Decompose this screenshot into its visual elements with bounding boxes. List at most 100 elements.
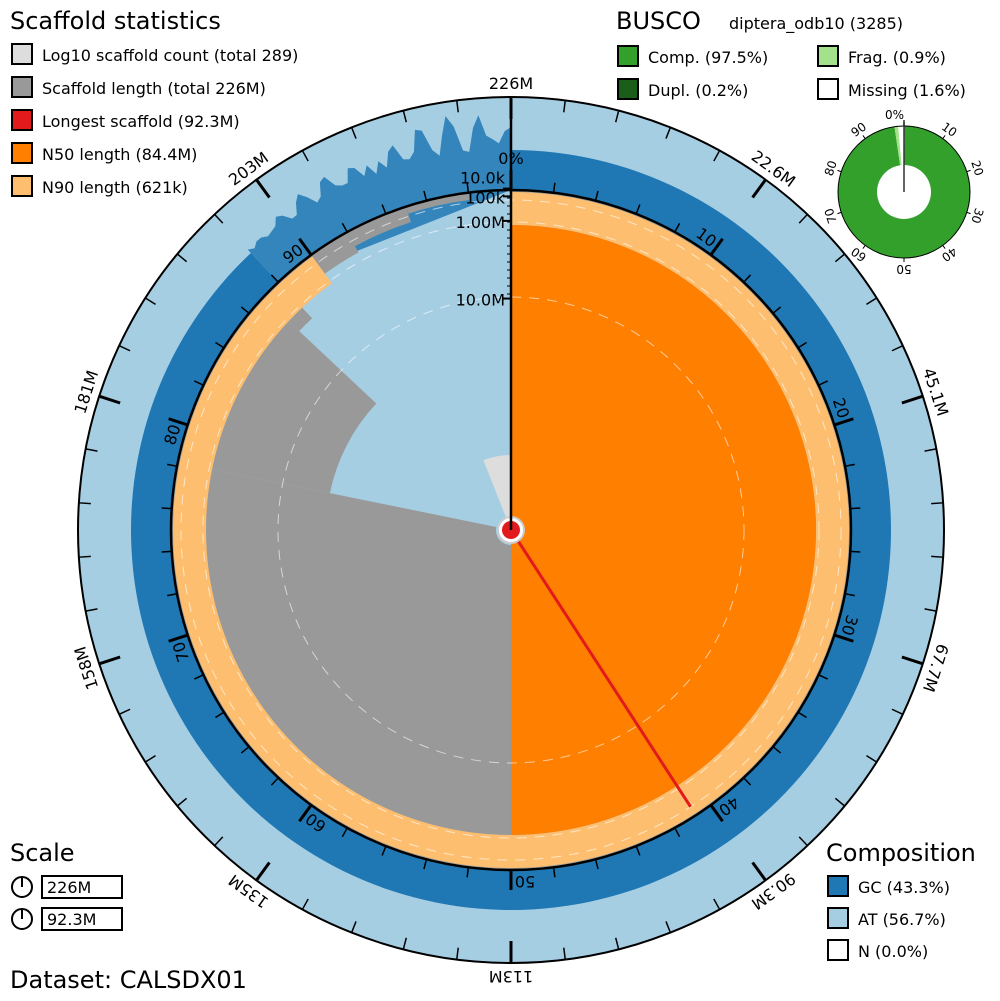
percent-tick	[466, 182, 470, 193]
percent-tick	[635, 845, 641, 856]
radial-gridline	[202, 221, 820, 839]
length-tick	[255, 178, 271, 199]
length-tick	[255, 861, 271, 882]
percent-tick	[844, 463, 855, 468]
percent-tick	[552, 867, 556, 878]
busco-legend: BUSCO diptera_odb10 (3285) Comp. (97.5%)…	[616, 7, 966, 100]
percent-tick	[594, 859, 599, 870]
busco-legend-label: Dupl. (0.2%)	[648, 81, 748, 100]
scaffold-legend-title: Scaffold statistics	[10, 7, 221, 35]
scaffold-legend-item: Log10 scaffold count (total 289)	[11, 43, 298, 65]
percent-tick	[161, 550, 172, 553]
radial-tick-label: 10.0k	[460, 168, 506, 187]
length-tick	[901, 394, 924, 405]
length-tick	[713, 898, 721, 910]
busco-tick-label: 0%	[885, 108, 904, 122]
percent-tick	[215, 341, 225, 349]
length-tick	[891, 344, 904, 352]
length-tick	[85, 448, 98, 452]
percent-tick	[674, 827, 681, 838]
scaffold-legend-label: Scaffold length (total 226M)	[42, 79, 266, 98]
percent-tick	[270, 274, 279, 283]
percent-tick	[298, 804, 313, 823]
busco-tick-label: 20	[968, 159, 986, 178]
scale-box	[41, 875, 123, 899]
length-tick	[350, 921, 357, 933]
busco-tick-label: 50	[896, 262, 911, 276]
percent-tick	[167, 463, 178, 468]
percent-tick	[168, 417, 189, 427]
busco-tick-label: 40	[939, 244, 960, 264]
scale-item: 226M	[11, 875, 123, 899]
radial-tick-label: 10.0M	[456, 291, 505, 310]
scaffold-legend-label: N90 length (621k)	[42, 178, 188, 197]
scaffold-swatch	[11, 175, 33, 197]
busco-legend-item: Comp. (97.5%)	[617, 45, 768, 67]
percent-tick	[833, 417, 854, 427]
busco-tick-label: 70	[822, 206, 840, 225]
length-tick	[455, 947, 459, 960]
busco-tick	[862, 245, 866, 249]
scaffold-swatch	[11, 109, 33, 131]
busco-title: BUSCO	[616, 7, 701, 35]
length-tick	[834, 253, 846, 263]
percent-tick	[161, 507, 172, 510]
busco-tick	[942, 245, 946, 249]
length-tick	[176, 253, 188, 263]
percent-tick	[552, 182, 556, 193]
percent-tick	[797, 341, 807, 349]
scaffold-length-segment	[311, 232, 359, 274]
busco-complete-slice	[838, 126, 971, 258]
busco-tick-label: 10	[939, 120, 960, 140]
length-tick	[751, 861, 767, 882]
length-tick	[118, 708, 131, 716]
length-tick	[924, 448, 937, 452]
length-tick	[214, 213, 224, 224]
percent-tick	[850, 550, 861, 553]
percent-tick	[341, 827, 348, 838]
percent-tick	[341, 222, 348, 233]
percent-label: 0%	[498, 149, 523, 168]
scaffold-legend: Scaffold statistics Log10 scaffold count…	[10, 7, 298, 197]
percent-tick	[743, 274, 752, 283]
scaffold-legend-item: Scaffold length (total 226M)	[11, 76, 266, 98]
percent-tick	[635, 204, 641, 215]
length-tick	[214, 836, 224, 847]
percent-tick	[240, 306, 250, 314]
length-tick	[866, 754, 877, 763]
length-tick	[798, 213, 808, 224]
percent-tick	[743, 777, 752, 786]
length-tick	[901, 655, 924, 666]
percent-tick	[466, 867, 470, 878]
busco-tick	[966, 169, 971, 173]
composition-legend-label: N (0.0%)	[858, 942, 928, 961]
busco-legend-item: Dupl. (0.2%)	[617, 78, 748, 100]
outer-length-label: 226M	[489, 74, 533, 93]
percent-label: 50	[515, 872, 535, 891]
percent-tick	[772, 746, 782, 754]
scaffold-swatch	[11, 43, 33, 65]
radial-tick-label: 100k	[465, 188, 506, 207]
percent-tick	[709, 237, 724, 256]
percent-tick	[381, 845, 387, 856]
busco-swatch	[617, 45, 639, 67]
scaffold-legend-label: N50 length (84.4M)	[42, 145, 197, 164]
percent-tick	[193, 380, 204, 386]
length-tick	[614, 937, 620, 950]
busco-missing-slice	[898, 126, 905, 166]
busco-lineage: diptera_odb10 (3285)	[729, 14, 903, 34]
percent-tick	[850, 507, 861, 510]
outer-length-label: 113M	[489, 967, 533, 986]
scale-box	[41, 907, 123, 931]
length-tick	[301, 898, 309, 910]
percent-tick	[168, 633, 189, 643]
length-tick	[402, 110, 408, 123]
scale-longest: 92.3M	[47, 910, 96, 929]
busco-tick	[942, 135, 946, 139]
percent-tick	[423, 859, 428, 870]
dataset-label: Dataset: CALSDX01	[10, 966, 247, 994]
length-tick	[614, 110, 620, 123]
longest-scaffold-line	[509, 529, 692, 808]
length-tick	[301, 150, 309, 162]
length-tick	[866, 297, 877, 306]
